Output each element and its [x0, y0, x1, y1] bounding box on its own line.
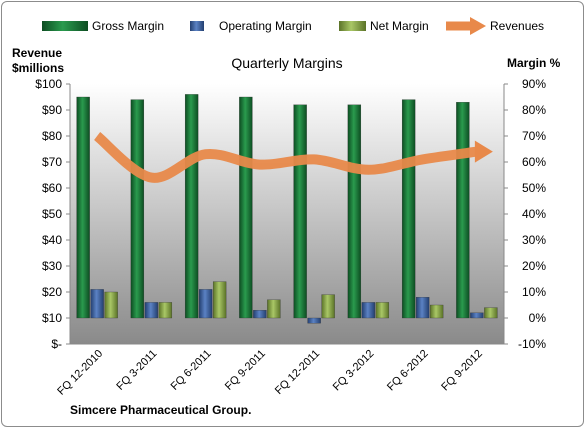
right-tick-label-2: 10%	[522, 285, 546, 299]
legend-item-operating-margin: Operating Margin	[190, 19, 312, 33]
right-tick-label-3: 20%	[522, 259, 546, 273]
left-tick-label-1: $10	[42, 311, 62, 325]
revenue-line-layer	[93, 132, 493, 183]
category-label-0: FQ 12-2010	[55, 348, 105, 398]
right-tick-label-0: -10%	[518, 337, 546, 351]
legend-label-operating-margin: Operating Margin	[219, 19, 312, 33]
bar-net-margin-4	[321, 294, 335, 319]
right-tick-label-6: 50%	[522, 181, 546, 195]
bar-net-margin-6	[429, 304, 444, 319]
legend-label-gross-margin: Gross Margin	[92, 19, 164, 33]
bar-operating-margin-0	[90, 289, 104, 319]
bar-operating-margin-2	[198, 289, 213, 319]
bar-net-margin-1	[158, 302, 173, 319]
legend-item-gross-margin: Gross Margin	[42, 19, 164, 33]
bar-gross-margin-3	[239, 96, 253, 319]
chart-title: Quarterly Margins	[231, 55, 342, 71]
right-tick-label-1: 0%	[529, 311, 547, 325]
left-axis-title-line2: $millions	[12, 61, 64, 75]
category-labels: FQ 12-2010 FQ 3-2011 FQ 6-2011 FQ 9-2011 FQ …	[55, 348, 485, 398]
bar-gross-margin-4	[293, 104, 307, 319]
legend-swatch-gross-margin	[42, 21, 88, 31]
left-tick-label-9: $90	[42, 103, 62, 117]
legend-arrow-revenues	[470, 17, 486, 35]
bar-net-margin-5	[375, 302, 390, 319]
category-label-5: FQ 3-2012	[331, 348, 377, 394]
legend: Gross Margin Operating Margin Net Margin…	[42, 17, 544, 35]
left-tick-label-5: $50	[42, 207, 62, 221]
bar-net-margin-0	[104, 291, 118, 319]
right-tick-label-4: 30%	[522, 233, 546, 247]
bar-gross-margin-5	[347, 104, 362, 319]
left-tick-label-8: $80	[42, 129, 62, 143]
legend-swatch-operating-margin	[190, 21, 204, 31]
left-tick-label-0: $-	[51, 337, 62, 351]
left-tick-label-6: $60	[42, 181, 62, 195]
left-tick-label-7: $70	[42, 155, 62, 169]
legend-swatch-net-margin	[339, 21, 366, 31]
right-tick-label-9: 80%	[522, 103, 546, 117]
category-label-2: FQ 6-2011	[169, 348, 214, 393]
legend-label-revenues: Revenues	[490, 19, 544, 33]
source-label: Simcere Pharmaceutical Group.	[70, 403, 251, 417]
bar-operating-margin-6	[415, 297, 430, 319]
right-tick-label-8: 70%	[522, 129, 546, 143]
right-tick-labels: -10% 0% 10% 20% 30% 40% 50% 60% 70% 80% 90%	[518, 77, 546, 351]
bar-gross-margin-6	[401, 99, 416, 319]
legend-item-net-margin: Net Margin	[339, 19, 429, 33]
right-tick-label-10: 90%	[522, 77, 546, 91]
category-label-3: FQ 9-2011	[223, 348, 268, 393]
axes-layer	[66, 83, 508, 345]
legend-item-revenues: Revenues	[446, 17, 544, 35]
right-tick-label-5: 40%	[522, 207, 546, 221]
bar-operating-margin-5	[361, 302, 376, 319]
left-tick-label-4: $40	[42, 233, 62, 247]
left-tick-label-2: $20	[42, 285, 62, 299]
right-axis-title: Margin %	[507, 56, 561, 70]
left-tick-label-10: $100	[35, 77, 62, 91]
bar-gross-margin-2	[184, 94, 199, 319]
bar-operating-margin-3	[253, 310, 267, 319]
bar-gross-margin-1	[130, 99, 145, 319]
category-label-7: FQ 9-2012	[439, 348, 485, 394]
bars-layer	[76, 94, 498, 324]
left-tick-labels: $- $10 $20 $30 $40 $50 $60 $70 $80 $90 $100	[35, 77, 62, 351]
bar-operating-margin-7	[470, 312, 484, 319]
revenue-line-arrowhead	[474, 140, 493, 163]
bar-operating-margin-1	[144, 302, 159, 319]
left-tick-label-3: $30	[42, 259, 62, 273]
legend-label-net-margin: Net Margin	[370, 19, 429, 33]
bar-gross-margin-0	[76, 96, 90, 319]
category-label-6: FQ 6-2012	[385, 348, 431, 394]
category-label-1: FQ 3-2011	[114, 348, 159, 393]
right-tick-label-7: 60%	[522, 155, 546, 169]
bar-net-margin-3	[267, 299, 281, 319]
category-label-4: FQ 12-2011	[273, 348, 322, 397]
bar-net-margin-2	[212, 281, 227, 319]
left-axis-title-line1: Revenue	[12, 46, 62, 60]
bar-operating-margin-4	[307, 317, 321, 324]
bar-net-margin-7	[484, 307, 498, 319]
bar-gross-margin-7	[456, 102, 470, 319]
